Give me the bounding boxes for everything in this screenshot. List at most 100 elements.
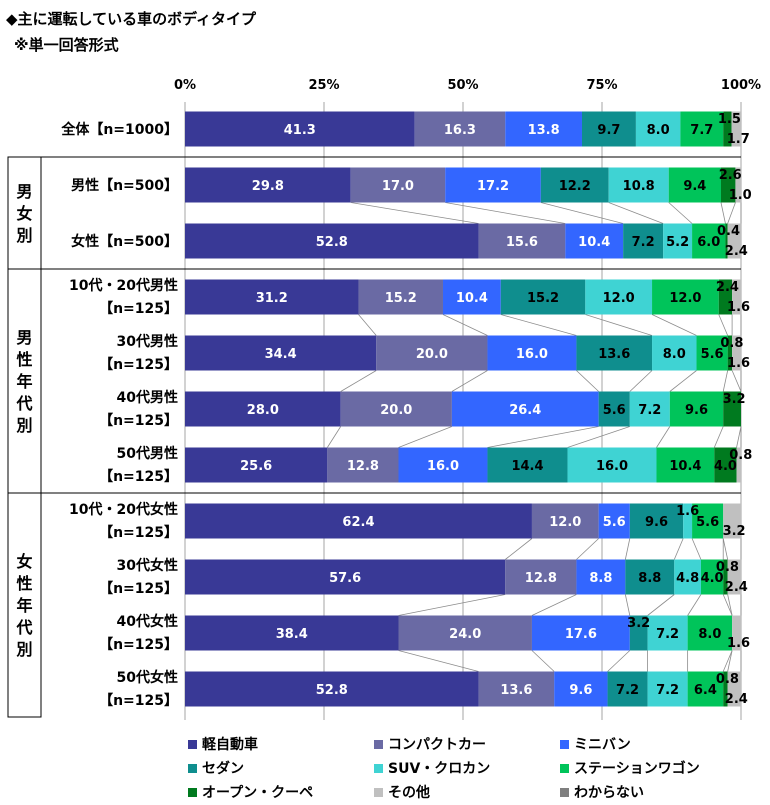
data-label: 17.0	[382, 179, 414, 194]
bar-segment	[723, 503, 741, 539]
bar-segment	[727, 335, 733, 371]
group-label-char: 男	[16, 328, 32, 347]
group-label-char: 代	[15, 618, 32, 637]
legend-swatch	[188, 739, 197, 749]
data-label: 10.8	[623, 179, 655, 194]
data-label: 9.4	[683, 179, 706, 194]
bar-segment	[185, 391, 341, 427]
bar-segment	[185, 223, 479, 259]
data-label: 16.3	[444, 123, 476, 138]
data-label: 34.4	[265, 347, 297, 362]
connector-line	[340, 370, 377, 392]
data-label: 15.2	[527, 291, 559, 306]
group-label-char: 年	[16, 372, 32, 391]
data-label: 8.0	[663, 347, 686, 362]
data-label: 15.2	[385, 291, 417, 306]
bar-segment	[505, 559, 577, 595]
connector-line	[647, 594, 675, 616]
legend-item: ミニバン	[560, 734, 631, 754]
data-label: 2.4	[725, 580, 748, 595]
group-label-char: 性	[16, 574, 32, 593]
bar-segment	[718, 279, 733, 315]
bar-segment	[608, 167, 669, 203]
bar-segment	[185, 447, 328, 483]
group-label-char: 女	[16, 552, 32, 571]
data-label: 5.6	[696, 515, 719, 530]
connector-line	[505, 538, 533, 560]
bar-segment	[731, 111, 741, 147]
data-label: 38.4	[276, 627, 308, 642]
legend-label: 軽自動車	[202, 737, 258, 753]
bar-segment	[692, 503, 724, 539]
bar-segment	[376, 335, 488, 371]
data-label: 1.6	[727, 636, 750, 651]
bar-segment	[500, 279, 586, 315]
bar-segment	[652, 335, 697, 371]
data-label: 8.8	[638, 571, 661, 586]
legend-label: コンパクトカー	[388, 737, 486, 753]
bar-segment	[736, 447, 741, 483]
legend: 軽自動車 コンパクトカー ミニバン セダン SUV・クロカン ステーションワゴン オープン・…	[0, 728, 770, 805]
data-label: 29.8	[252, 179, 284, 194]
data-label: 8.0	[698, 627, 721, 642]
bar-segment	[585, 279, 653, 315]
data-label: 1.6	[727, 300, 750, 315]
connector-line	[722, 650, 733, 672]
bar-segment	[398, 447, 488, 483]
data-label: 8.8	[589, 571, 612, 586]
data-label: 2.4	[725, 692, 748, 707]
connector-line	[487, 426, 599, 448]
data-label: 13.6	[598, 347, 630, 362]
legend-swatch	[560, 787, 569, 797]
x-tick-label: 75%	[586, 78, 617, 93]
connector-line	[727, 594, 733, 616]
data-label: 9.7	[597, 123, 620, 138]
bar-segment	[478, 223, 566, 259]
connector-line	[722, 370, 729, 392]
data-label: 41.3	[284, 123, 316, 138]
group-label-char: 別	[16, 640, 32, 659]
bar-segment	[565, 223, 624, 259]
legend-swatch	[374, 763, 383, 773]
connector-line	[540, 202, 624, 224]
data-label: 16.0	[596, 459, 628, 474]
x-tick-label: 0%	[174, 78, 196, 93]
legend-label: オープン・クーペ	[202, 785, 314, 801]
row-label: 【n=125】	[99, 301, 178, 317]
connector-line	[713, 426, 724, 448]
bar-segment	[656, 447, 715, 483]
connector-line	[576, 370, 599, 392]
bar-segment	[732, 335, 741, 371]
connector-line	[398, 426, 453, 448]
data-label: 10.4	[578, 235, 610, 250]
bar-segment	[607, 671, 648, 707]
bar-segment	[714, 447, 737, 483]
data-label: 1.5	[718, 112, 741, 127]
data-label: 5.2	[666, 235, 689, 250]
stacked-bar-chart: 0% 25% 50% 75% 100%男女別男性年代別女性年代別全体【n=1000】男性…	[7, 78, 761, 720]
row-label: 女性【n=500】	[71, 233, 178, 250]
row-label: 50代男性	[117, 445, 178, 462]
bar-segment	[735, 167, 741, 203]
legend-item: わからない	[560, 782, 644, 802]
connector-line	[656, 426, 671, 448]
data-label: 26.4	[509, 403, 541, 418]
connector-line	[668, 202, 693, 224]
bar-segment	[185, 111, 415, 147]
bar-segment	[663, 223, 693, 259]
legend-label: その他	[388, 785, 430, 801]
data-label: 0.8	[729, 448, 752, 463]
bar-segment	[725, 223, 728, 259]
connector-line	[567, 426, 630, 448]
legend-label: セダン	[202, 761, 244, 777]
bar-segment	[723, 671, 728, 707]
x-tick-label: 25%	[308, 78, 339, 93]
data-label: 12.0	[669, 291, 701, 306]
connector-line	[398, 594, 506, 616]
bar-segment	[687, 671, 724, 707]
bar-segment	[629, 503, 684, 539]
data-label: 12.2	[559, 179, 591, 194]
row-label: 【n=125】	[99, 413, 178, 429]
data-label: 0.8	[716, 672, 739, 687]
bar-segment	[668, 167, 721, 203]
